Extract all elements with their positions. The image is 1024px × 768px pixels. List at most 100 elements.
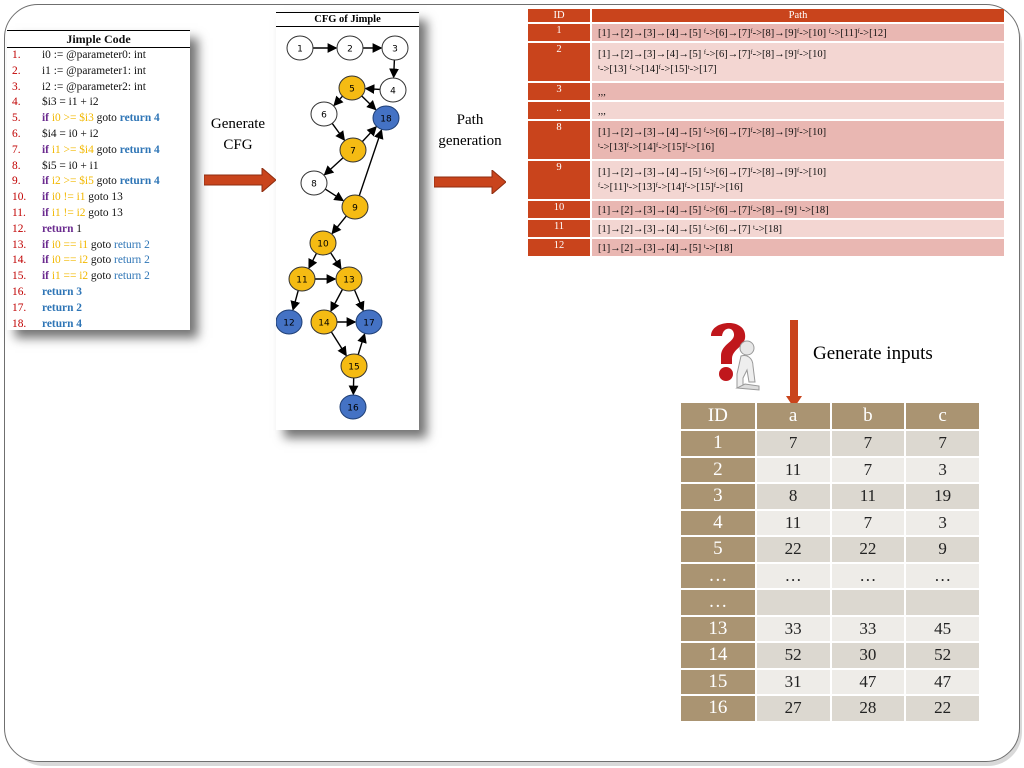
- cfg-node-label: 5: [349, 85, 355, 95]
- input-header-b: b: [830, 403, 907, 431]
- code-line: 1. i0 := @parameter0: int: [7, 48, 190, 64]
- cfg-node-label: 16: [347, 404, 359, 414]
- code-line-text: return 4: [42, 317, 82, 333]
- code-line: 18. return 4: [7, 317, 190, 333]
- cfg-node-14: 14: [310, 309, 338, 335]
- input-id: 4: [681, 509, 757, 537]
- cfg-edge-3-4: [389, 59, 399, 79]
- path-row: 3,,,: [528, 82, 1004, 102]
- code-line-number: 10.: [12, 191, 27, 204]
- input-id: 13: [681, 615, 757, 643]
- code-token: return 2: [114, 238, 150, 251]
- jimple-code-title: Jimple Code: [7, 30, 190, 48]
- code-token: goto 13: [85, 191, 123, 204]
- code-line-text: if i0 >= $i3 goto return 4: [42, 111, 160, 127]
- code-line: 7. if i1 >= $i4 goto return 4: [7, 143, 190, 159]
- path-sequence: [1]→[2]→[3]→[4]→[5] ᶠ->[6]→[7]ᶠ->[8]→[9]…: [591, 42, 1004, 83]
- code-line-number: 9.: [12, 175, 21, 188]
- code-token: return: [42, 222, 74, 235]
- code-line: 4. $i3 = i1 + i2: [7, 95, 190, 111]
- code-line-number: 2.: [12, 64, 21, 77]
- path-id: 2: [528, 42, 592, 83]
- code-line: 11. if i1 != i2 goto 13: [7, 206, 190, 222]
- code-token: i0 == i2: [51, 254, 89, 267]
- code-line-number: 17.: [12, 301, 27, 314]
- cfg-node-label: 1: [297, 45, 303, 55]
- code-line-text: if i1 >= $i4 goto return 4: [42, 143, 160, 159]
- path-sequence: ,,,: [591, 82, 1004, 102]
- code-line-text: if i1 == i2 goto return 2: [42, 269, 150, 285]
- input-value: 22: [755, 536, 832, 564]
- path-table-id-header: ID: [528, 9, 592, 24]
- cfg-node-2: 2: [336, 35, 364, 61]
- code-token: goto: [88, 238, 115, 251]
- path-line: ᶠ->[11]ᵗ->[13]ᶠ->[14]ᶠ->[15]ᶠ->[16]: [598, 182, 743, 193]
- code-token: return 3: [42, 285, 82, 298]
- code-token: i1 == i2: [51, 270, 89, 283]
- code-token: if: [42, 191, 52, 204]
- cfg-node-12: 12: [276, 309, 303, 335]
- code-token: return 4: [119, 112, 160, 125]
- path-line: ,,,: [598, 87, 606, 98]
- code-token: i1 := @parameter1: int: [42, 64, 146, 77]
- input-value: 7: [905, 430, 981, 458]
- path-line: ᵗ->[13]ᶠ->[14]ᶠ->[15]ᶠ->[16]: [598, 142, 715, 153]
- cfg-node-label: 8: [311, 180, 317, 190]
- input-value: 7: [830, 430, 907, 458]
- path-id: 12: [528, 238, 592, 258]
- code-token: return 4: [42, 317, 82, 330]
- cfg-node-label: 17: [363, 319, 374, 329]
- path-sequence: [1]→[2]→[3]→[4]→[5] ᶠ->[6]→[7]ᶠ->[8]→[9]…: [591, 200, 1004, 220]
- input-value: [830, 589, 907, 617]
- input-value: 45: [905, 615, 981, 643]
- code-line: 16. return 3: [7, 285, 190, 301]
- cfg-node-label: 6: [321, 111, 327, 121]
- input-value: 52: [905, 642, 981, 670]
- path-sequence: [1]→[2]→[3]→[4]→[5] ᶠ->[6]→[7]ᶠ->[8]→[9]…: [591, 120, 1004, 161]
- input-value: 9: [905, 536, 981, 564]
- code-token: goto: [93, 175, 120, 188]
- path-line: [1]→[2]→[3]→[4]→[5] ᶠ->[6]→[7]ᶠ->[8]→[9]…: [598, 167, 827, 178]
- path-id: 9: [528, 160, 592, 201]
- path-line: [1]→[2]→[3]→[4]→[5] ᶠ->[6]→[7] ᵗ->[18]: [598, 224, 782, 235]
- input-value: 33: [755, 615, 832, 643]
- input-value: 30: [830, 642, 907, 670]
- code-token: if: [42, 206, 52, 219]
- code-line: 13. if i0 == i1 goto return 2: [7, 238, 190, 254]
- cfg-node-label: 14: [318, 319, 330, 329]
- input-value: 19: [905, 483, 981, 511]
- input-value: [755, 589, 832, 617]
- code-line-number: 7.: [12, 143, 21, 156]
- code-line-number: 1.: [12, 49, 21, 61]
- code-line-number: 4.: [12, 96, 21, 109]
- path-generation-arrow: [434, 170, 506, 194]
- code-line-number: 8.: [12, 159, 21, 172]
- path-line: ᵗ->[13] ᶠ->[14]ᶠ->[15]ᵗ->[17]: [598, 64, 717, 75]
- input-value: 11: [830, 483, 907, 511]
- confused-person-icon: [711, 322, 760, 391]
- input-value: 47: [905, 668, 981, 696]
- code-token: goto: [88, 270, 115, 283]
- path-line: [1]→[2]→[3]→[4]→[5] ᶠ->[6]→[7]ᶠ->[8]→[9]…: [598, 49, 827, 60]
- path-line: [1]→[2]→[3]→[4]→[5] ᶠ->[6]→[7]ᶠ->[8]→[9]…: [598, 205, 829, 216]
- input-value: 22: [830, 536, 907, 564]
- code-token: goto: [93, 143, 120, 156]
- cfg-node-15: 15: [340, 353, 368, 379]
- input-header-a: a: [755, 403, 832, 431]
- cfg-node-8: 8: [300, 170, 328, 196]
- cfg-edge-9-10: [331, 215, 347, 235]
- code-line: 17. return 2: [7, 301, 190, 317]
- path-table: ID Path 1 [1]→[2]→[3]→[4]→[5] ᶠ->[6]→[7]ᶠ…: [528, 9, 1004, 258]
- code-token: if: [42, 112, 52, 125]
- code-line-number: 16.: [12, 285, 27, 298]
- code-line-text: i2 := @parameter2: int: [42, 80, 146, 96]
- cfg-node-10: 10: [309, 230, 337, 256]
- input-value: 27: [755, 695, 832, 723]
- cfg-node-label: 4: [390, 87, 396, 97]
- cfg-node-label: 11: [296, 276, 307, 286]
- code-token: i2 >= $i5: [51, 175, 94, 188]
- code-line-number: 14.: [12, 254, 27, 267]
- input-value: 8: [755, 483, 832, 511]
- cfg-node-label: 12: [283, 319, 294, 329]
- input-value: …: [830, 562, 907, 590]
